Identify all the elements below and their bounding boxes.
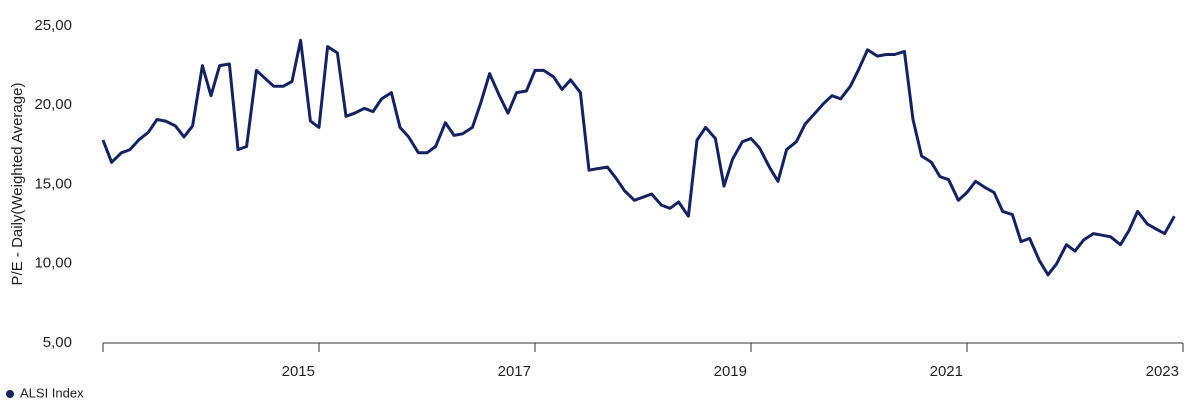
legend-label: ALSI Index (20, 385, 84, 400)
y-tick-label: 20,00 (34, 96, 72, 113)
y-tick-label: 10,00 (34, 255, 72, 272)
x-tick-label: 2019 (714, 363, 747, 380)
x-tick-label: 2015 (282, 363, 315, 380)
y-axis-title: P/E - Daily(Weighted Average) (9, 83, 26, 286)
y-tick-label: 25,00 (34, 17, 72, 34)
legend-marker (6, 390, 14, 398)
y-tick-label: 15,00 (34, 175, 72, 192)
y-tick-label: 5,00 (43, 334, 72, 351)
x-tick-label: 2017 (498, 363, 531, 380)
x-tick-label: 2021 (930, 363, 963, 380)
x-tick-label: 2023 (1146, 363, 1179, 380)
line (101, 38, 1176, 277)
